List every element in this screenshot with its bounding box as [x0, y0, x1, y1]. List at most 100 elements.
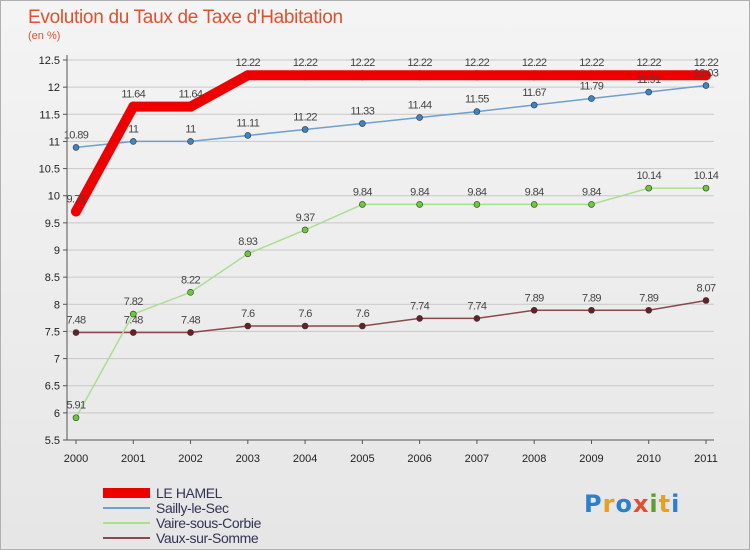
data-label: 7.89 — [639, 292, 658, 304]
data-label: 11.91 — [637, 74, 661, 86]
logo-letter: x — [632, 490, 650, 518]
data-point — [416, 201, 423, 208]
y-tick-label: 12.5 — [39, 55, 60, 67]
x-tick-label: 2008 — [522, 453, 546, 465]
data-label: 10.14 — [694, 170, 719, 182]
data-label: 7.6 — [298, 308, 312, 320]
data-point — [586, 70, 597, 81]
data-label: 12.03 — [694, 68, 719, 80]
series-line-2 — [75, 187, 707, 419]
data-point — [645, 306, 653, 314]
series-line-1 — [75, 84, 707, 149]
data-point — [187, 138, 194, 145]
data-point — [473, 108, 481, 115]
y-tick-label: 10 — [48, 191, 60, 203]
legend-label: Vaire-sous-Corbie — [156, 515, 262, 531]
data-point — [300, 70, 311, 81]
x-tick-label: 2002 — [178, 453, 202, 465]
y-tick-label: 7 — [54, 354, 60, 366]
y-tick-label: 9 — [54, 245, 60, 257]
data-label: 9.84 — [410, 186, 429, 198]
data-label: 11.55 — [465, 94, 489, 106]
legend-label: Sailly-le-Sec — [156, 500, 229, 516]
data-label: 7.89 — [582, 292, 601, 304]
x-tick-label: 2005 — [350, 453, 374, 465]
data-point — [588, 306, 595, 314]
data-label: 7.89 — [525, 292, 544, 304]
data-label: 11.64 — [121, 89, 145, 101]
x-tick-label: 2007 — [465, 453, 489, 465]
data-label: 9.84 — [467, 186, 486, 198]
data-point — [301, 322, 309, 330]
y-tick-label: 11 — [49, 136, 60, 148]
data-label: 11.11 — [236, 117, 259, 129]
data-label: 10.89 — [64, 129, 89, 141]
data-point — [702, 82, 710, 89]
y-tick-label: 6.5 — [45, 381, 60, 393]
y-tick-label: 9.5 — [45, 218, 60, 230]
data-label: 7.48 — [181, 315, 200, 327]
data-label: 12.22 — [522, 57, 547, 69]
data-point — [128, 101, 139, 112]
data-point — [359, 201, 366, 208]
data-point — [530, 101, 538, 109]
data-label: 7.74 — [467, 300, 486, 312]
data-label: 8.22 — [181, 274, 200, 286]
data-point — [643, 70, 654, 81]
logo-letter: P — [584, 490, 603, 518]
data-point — [529, 70, 540, 81]
x-tick-label: 2006 — [407, 453, 431, 465]
proxiti-logo: Proxiti — [584, 490, 680, 518]
data-label: 7.48 — [66, 315, 85, 327]
data-label: 12.22 — [350, 57, 375, 69]
data-point — [185, 101, 196, 112]
data-point — [242, 70, 253, 81]
data-label: 9.71 — [66, 193, 85, 205]
data-point — [129, 138, 137, 145]
data-point — [414, 70, 425, 81]
legend-label: LE HAMEL — [156, 485, 223, 501]
data-label: 12.22 — [694, 57, 719, 69]
data-point — [530, 306, 538, 314]
data-label: 9.84 — [525, 186, 544, 198]
y-tick-label: 12 — [48, 82, 60, 94]
data-label: 7.82 — [124, 296, 143, 308]
y-tick-label: 8 — [54, 299, 60, 311]
data-point — [187, 329, 194, 336]
data-point — [72, 144, 80, 151]
data-label: 7.6 — [356, 308, 370, 320]
data-label: 9.37 — [296, 212, 315, 224]
data-label: 9.84 — [353, 186, 372, 198]
data-label: 7.48 — [124, 315, 143, 327]
data-point — [588, 95, 595, 102]
data-label: 12.22 — [236, 57, 261, 69]
data-label: 11.22 — [293, 111, 317, 123]
y-tick-label: 8.5 — [45, 272, 60, 284]
data-point — [359, 322, 366, 330]
data-label: 11 — [128, 123, 139, 135]
data-point — [129, 310, 137, 318]
data-point — [72, 414, 80, 422]
chart-unit-label: (en %) — [28, 30, 61, 42]
data-label: 11.67 — [522, 87, 546, 99]
y-tick-label: 6 — [54, 408, 60, 420]
x-tick-label: 2003 — [236, 453, 260, 465]
data-point — [244, 322, 252, 330]
data-label: 12.22 — [407, 57, 432, 69]
data-point — [473, 201, 481, 208]
logo-letter: i — [649, 490, 659, 518]
data-label: 12.22 — [465, 57, 490, 69]
data-point — [416, 114, 423, 121]
logo-letter: i — [671, 490, 681, 518]
data-point — [301, 226, 309, 234]
data-point — [357, 70, 368, 81]
data-label: 11 — [185, 123, 196, 135]
y-tick-label: 5.5 — [45, 435, 60, 447]
data-label: 5.91 — [66, 400, 85, 412]
x-tick-label: 2001 — [121, 453, 145, 465]
data-label: 7.6 — [241, 308, 255, 320]
chart-title: Evolution du Taux de Taxe d'Habitation — [28, 7, 343, 28]
data-label-layer: 7.48 7.48 7.48 7.6 7.6 7.6 7.74 7.74 7.89 7.89 7.8… — [64, 57, 720, 412]
